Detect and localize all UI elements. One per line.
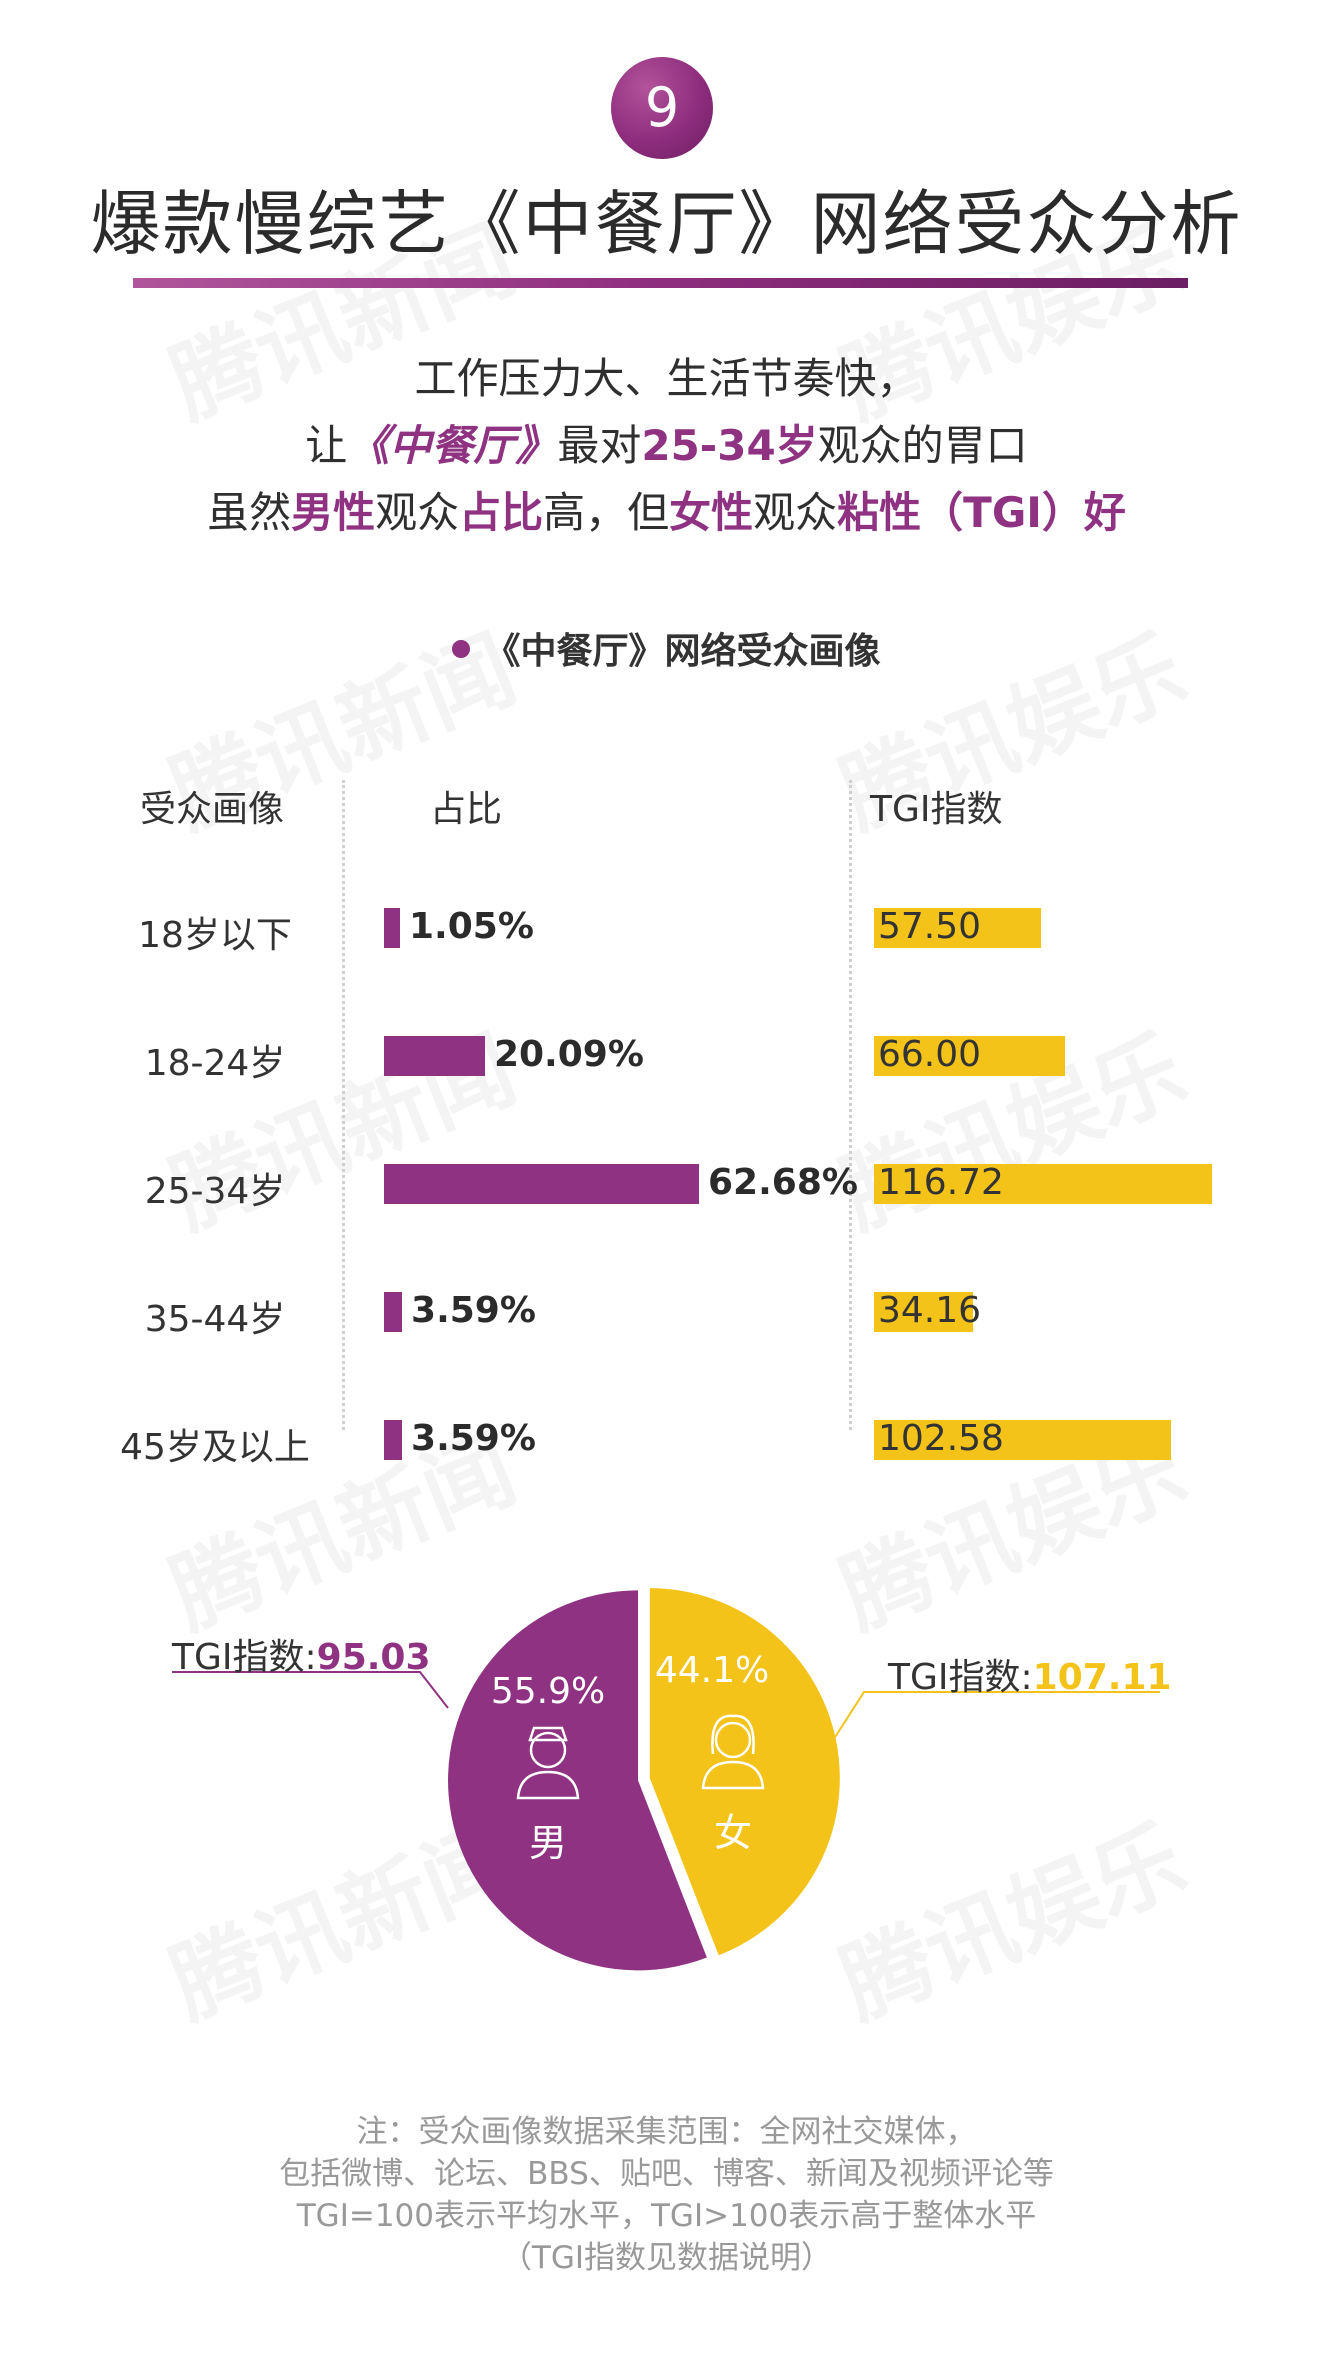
note-line: （TGI指数见数据说明） xyxy=(500,2240,833,2276)
male-tgi-label: TGI指数:95.03 xyxy=(172,1637,431,1678)
pie-slice-male xyxy=(448,1590,707,1971)
title-underline xyxy=(133,278,1188,288)
chart-title: 《中餐厅》网络受众画像 xyxy=(0,622,1333,674)
share-bar xyxy=(384,1420,403,1460)
gender-pie-chart: 55.9% 44.1% 男 女 xyxy=(172,1588,1160,1971)
female-person-icon xyxy=(701,1714,765,1790)
page-title: 爆款慢综艺《中餐厅》网络受众分析 xyxy=(90,183,1243,265)
share-bar xyxy=(384,1164,699,1204)
male-label: 男 xyxy=(529,1821,567,1865)
tgi-value-label: 102.58 xyxy=(878,1418,1004,1459)
share-bar xyxy=(384,1292,403,1332)
female-leader-line xyxy=(829,1691,1160,1746)
row-label: 35-44岁 xyxy=(144,1299,286,1340)
column-divider xyxy=(342,780,345,1430)
row-label: 25-34岁 xyxy=(144,1171,286,1212)
male-person-icon xyxy=(516,1726,580,1800)
share-value-label: 62.68% xyxy=(708,1162,858,1203)
intro-line-3: 虽然男性观众占比高，但女性观众粘性（TGI）好 xyxy=(207,488,1126,537)
female-tgi-label: TGI指数:107.11 xyxy=(888,1657,1172,1698)
tgi-value-label: 34.16 xyxy=(878,1290,982,1331)
tgi-value-label: 116.72 xyxy=(878,1162,1004,1203)
female-percent-label: 44.1% xyxy=(655,1650,769,1691)
tgi-bar xyxy=(874,1420,1172,1460)
note-line: 注：受众画像数据采集范围：全网社交媒体， xyxy=(356,2114,977,2150)
column-divider xyxy=(849,780,852,1430)
pie-slice-female xyxy=(649,1588,840,1956)
tgi-bar xyxy=(874,908,1041,948)
row-label: 45岁及以上 xyxy=(120,1427,310,1468)
share-bar xyxy=(384,1036,485,1076)
column-header-share: 占比 xyxy=(430,789,503,830)
female-label: 女 xyxy=(714,1811,752,1855)
note-line: 包括微博、论坛、BBS、贴吧、博客、新闻及视频评论等 xyxy=(279,2156,1054,2192)
share-value-label: 1.05% xyxy=(409,906,534,947)
row-label: 18岁以下 xyxy=(138,915,292,956)
share-value-label: 3.59% xyxy=(411,1418,536,1459)
share-bar xyxy=(384,908,400,948)
tgi-value-label: 57.50 xyxy=(878,906,982,947)
tgi-bar xyxy=(874,1036,1066,1076)
row-label: 18-24岁 xyxy=(144,1043,286,1084)
share-value-label: 3.59% xyxy=(411,1290,536,1331)
section-number-badge: 9 xyxy=(611,57,713,159)
tgi-bar xyxy=(874,1292,973,1332)
note-line: TGI=100表示平均水平，TGI>100表示高于整体水平 xyxy=(296,2198,1037,2234)
share-value-label: 20.09% xyxy=(493,1034,644,1075)
intro-line-2: 让《中餐厅》最对25-34岁观众的胃口 xyxy=(305,421,1028,470)
tgi-bar xyxy=(874,1164,1212,1204)
male-percent-label: 55.9% xyxy=(491,1671,605,1712)
intro-line-1: 工作压力大、生活节奏快， xyxy=(414,354,919,403)
tgi-value-label: 66.00 xyxy=(878,1034,982,1075)
column-header-label: 受众画像 xyxy=(140,789,285,830)
male-leader-line xyxy=(172,1671,449,1709)
column-header-tgi: TGI指数 xyxy=(870,789,1003,830)
bullet-dot-icon xyxy=(452,640,471,658)
